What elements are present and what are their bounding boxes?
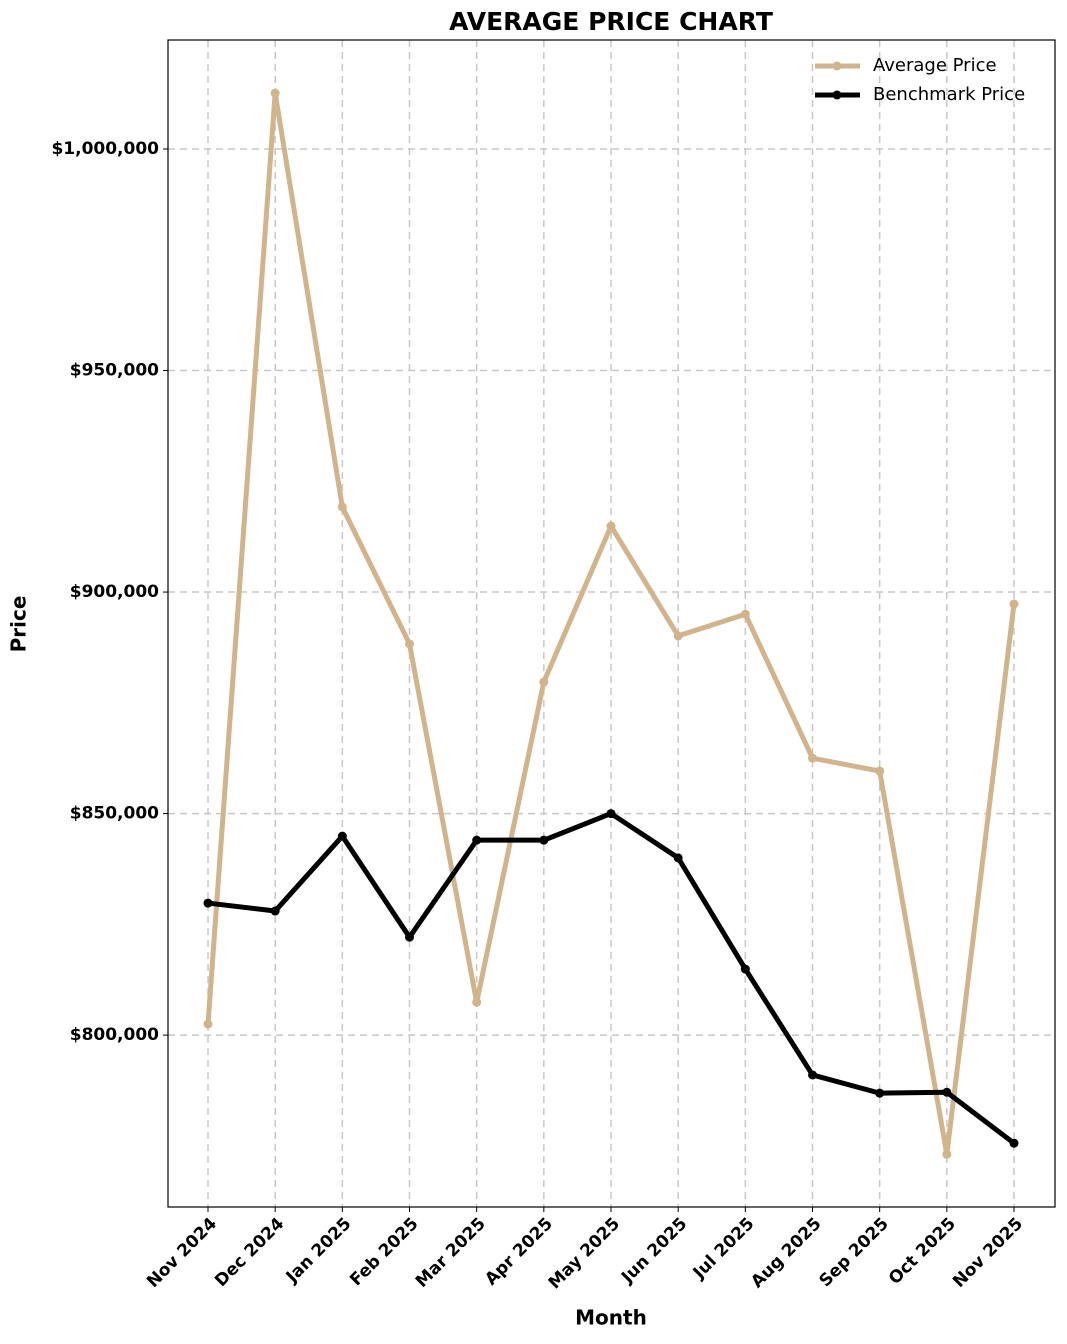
y-tick-label: $850,000 xyxy=(70,804,159,824)
legend-label: Average Price xyxy=(873,55,997,76)
data-point xyxy=(337,502,347,512)
y-tick-label: $950,000 xyxy=(70,361,159,381)
chart-title: AVERAGE PRICE CHART xyxy=(449,7,773,36)
data-point xyxy=(606,521,616,531)
data-point xyxy=(740,609,750,619)
data-point xyxy=(875,766,885,776)
y-axis-label: Price xyxy=(7,596,31,653)
data-point xyxy=(472,835,482,845)
y-tick-label: $900,000 xyxy=(70,582,159,602)
data-point xyxy=(472,997,482,1007)
data-point xyxy=(606,809,616,819)
data-point xyxy=(405,639,414,649)
data-point xyxy=(1009,599,1019,609)
legend-marker xyxy=(832,90,842,100)
x-tick-label: Dec 2024 xyxy=(211,1214,288,1291)
data-point xyxy=(337,831,347,841)
data-point xyxy=(673,853,683,863)
plot-frame xyxy=(167,39,1056,1208)
series-line xyxy=(205,90,1017,1157)
data-point xyxy=(539,677,549,687)
data-point xyxy=(808,753,817,763)
data-point xyxy=(270,88,280,98)
x-tick-label: May 2025 xyxy=(545,1214,624,1293)
data-point xyxy=(1009,1138,1019,1148)
data-point xyxy=(203,898,213,908)
x-tick-label: Mar 2025 xyxy=(412,1214,490,1292)
data-point xyxy=(673,631,683,641)
x-tick-label: Jan 2025 xyxy=(282,1214,356,1288)
y-tick-label: $1,000,000 xyxy=(51,139,159,159)
x-tick-label: Jul 2025 xyxy=(689,1214,759,1284)
data-point xyxy=(808,1070,817,1080)
x-tick-label: Aug 2025 xyxy=(747,1214,825,1292)
legend-marker xyxy=(832,61,842,71)
legend-label: Benchmark Price xyxy=(873,84,1025,105)
data-point xyxy=(203,1019,213,1029)
data-point xyxy=(740,964,750,974)
data-point xyxy=(942,1087,952,1097)
x-tick-label: Nov 2024 xyxy=(143,1214,221,1292)
x-tick-label: Jun 2025 xyxy=(617,1214,691,1288)
x-tick-label: Sep 2025 xyxy=(816,1214,893,1291)
data-point xyxy=(539,835,549,845)
data-point xyxy=(405,932,414,942)
x-tick-label: Nov 2025 xyxy=(949,1214,1027,1292)
x-axis-label: Month xyxy=(575,1306,647,1330)
x-tick-label: Feb 2025 xyxy=(346,1214,422,1290)
data-point xyxy=(270,906,280,916)
data-point xyxy=(942,1149,952,1159)
y-tick-label: $800,000 xyxy=(70,1025,159,1045)
data-point xyxy=(875,1088,885,1098)
